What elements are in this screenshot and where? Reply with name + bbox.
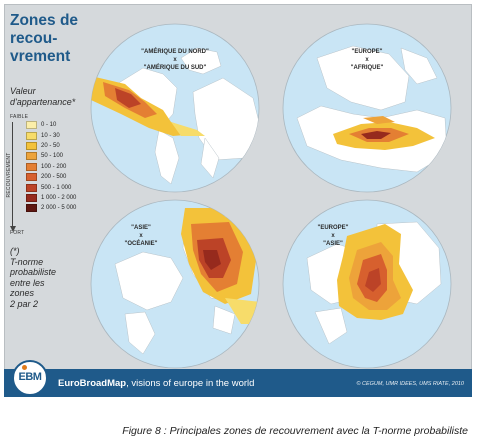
brand-name: EuroBroadMap	[58, 378, 127, 389]
legend-axis	[12, 122, 13, 228]
footnote-line: 2 par 2	[10, 298, 39, 309]
footnote-line: entre les	[10, 277, 45, 288]
map-label-x: x	[365, 57, 369, 63]
map-label-x: x	[331, 233, 335, 239]
map-label-x: x	[139, 233, 143, 239]
map-europe-africa: "EUROPE" x "AFRIQUE"	[277, 18, 457, 198]
legend-item-label: 200 - 500	[41, 174, 67, 181]
map-label-x: x	[173, 57, 177, 63]
legend-swatch	[26, 183, 37, 192]
legend-swatch	[26, 131, 37, 140]
legend-item: 100 - 200	[26, 162, 76, 172]
legend-arrow-icon	[9, 226, 16, 232]
figure-caption: Figure 8 : Principales zones de recouvre…	[122, 425, 468, 437]
map-label-bottom: "AFRIQUE"	[350, 65, 384, 71]
footnote: (*) T-norme probabiliste entre les zones…	[10, 246, 80, 309]
legend-item: 10 - 30	[26, 130, 76, 140]
legend-swatch	[26, 152, 37, 161]
brand-tagline: , visions of europe in the world	[126, 378, 255, 389]
map-europe-asia: "EUROPE" x "ASIE"	[277, 194, 457, 374]
legend-top-label: FAIBLE	[10, 114, 29, 120]
legend-axis-label: RECOUVREMENT	[6, 152, 12, 198]
map-label-bottom: "ASIE"	[323, 241, 343, 247]
map-label-top: "EUROPE"	[317, 225, 349, 231]
legend-item: 0 - 10	[26, 120, 76, 130]
legend-item-label: 500 - 1 000	[41, 184, 72, 191]
legend-swatch	[26, 121, 37, 130]
map-asia-oceania: "ASIE" x "OCÉANIE"	[85, 194, 265, 374]
ebm-logo-icon: EBM	[12, 360, 48, 396]
map-label-bottom: "AMÉRIQUE DU SUD"	[143, 65, 207, 71]
legend-item: 20 - 50	[26, 141, 76, 151]
legend-item-label: 10 - 30	[41, 132, 60, 139]
footnote-line: probabiliste	[10, 267, 57, 277]
legend-swatch	[26, 173, 37, 182]
footer-brand: EuroBroadMap, visions of europe in the w…	[58, 378, 254, 389]
map-north-america-south-america: "AMÉRIQUE DU NORD" x "AMÉRIQUE DU SUD"	[85, 18, 265, 198]
map-label-bottom: "OCÉANIE"	[124, 241, 158, 247]
title-line: Zones de	[10, 12, 79, 29]
map-label-top: "EUROPE"	[351, 49, 383, 55]
legend-item: 2 000 - 5 000	[26, 203, 76, 213]
legend-item: 50 - 100	[26, 151, 76, 161]
logo-text: EBM	[18, 371, 42, 383]
footer-bar	[4, 369, 472, 397]
legend-swatch	[26, 204, 37, 213]
legend-item: 1 000 - 2 000	[26, 193, 76, 203]
title-line: vrement	[10, 48, 71, 65]
legend: 0 - 10 10 - 30 20 - 50 50 - 100 100 - 200 200…	[26, 120, 76, 214]
legend-item-label: 100 - 200	[41, 163, 67, 170]
legend-item-label: 2 000 - 5 000	[41, 205, 77, 212]
title-line: recou-	[10, 30, 58, 47]
logo-dot-icon	[22, 365, 27, 370]
legend-item-label: 50 - 100	[41, 153, 64, 160]
legend-heading: Valeur d'appartenance*	[10, 86, 76, 107]
legend-item: 500 - 1 000	[26, 182, 76, 192]
legend-swatch	[26, 162, 37, 171]
legend-swatch	[26, 193, 37, 202]
map-label-top: "ASIE"	[131, 225, 151, 231]
legend-bottom-label: FORT	[10, 230, 25, 236]
legend-item-label: 1 000 - 2 000	[41, 194, 77, 201]
legend-swatch	[26, 141, 37, 150]
figure-title: Zones de recou- vrement	[10, 12, 90, 66]
footnote-line: zones	[10, 288, 35, 298]
footer-credit: © CEGUM, UMR IDEES, UMS RIATE, 2010	[356, 381, 464, 387]
legend-item: 200 - 500	[26, 172, 76, 182]
legend-item-label: 20 - 50	[41, 142, 60, 149]
footnote-line: T-norme	[10, 256, 44, 267]
footnote-line: (*)	[10, 246, 20, 256]
legend-item-label: 0 - 10	[41, 122, 57, 129]
map-label-top: "AMÉRIQUE DU NORD"	[141, 49, 209, 55]
